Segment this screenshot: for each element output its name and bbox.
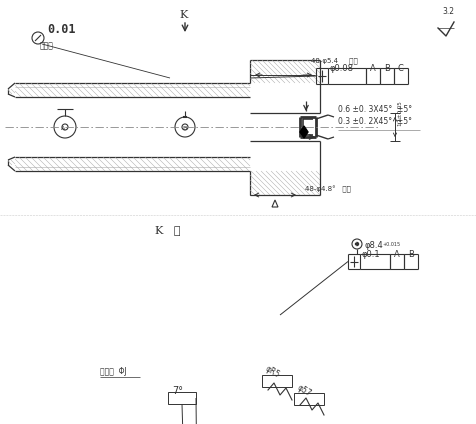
Text: 偏置孔  ΦJ: 偏置孔 ΦJ bbox=[100, 367, 127, 376]
Text: 7°: 7° bbox=[172, 386, 183, 396]
Text: B: B bbox=[182, 126, 186, 131]
Text: 0.6 ±0. 3X45°  ±5°: 0.6 ±0. 3X45° ±5° bbox=[337, 105, 411, 114]
Text: K   向: K 向 bbox=[155, 225, 180, 235]
Text: 3.2: 3.2 bbox=[441, 7, 453, 16]
Polygon shape bbox=[299, 126, 307, 138]
Text: C: C bbox=[352, 243, 356, 248]
Text: K: K bbox=[178, 10, 187, 20]
Text: φ57: φ57 bbox=[296, 383, 313, 398]
Text: A: A bbox=[369, 64, 375, 73]
Text: 加工量: 加工量 bbox=[40, 41, 54, 50]
Text: 1.2±0.05: 1.2±0.05 bbox=[396, 100, 401, 126]
Text: φ8.4: φ8.4 bbox=[364, 241, 383, 250]
Text: 0.3 ±0. 2X45°  ±5°: 0.3 ±0. 2X45° ±5° bbox=[337, 117, 411, 126]
Text: 48-φ4.8°   均布: 48-φ4.8° 均布 bbox=[304, 185, 350, 192]
Bar bbox=[293, 393, 323, 405]
Text: φR5: φR5 bbox=[263, 365, 281, 380]
Text: 0.01: 0.01 bbox=[47, 23, 75, 36]
Text: φ0.1: φ0.1 bbox=[361, 250, 380, 259]
Text: B: B bbox=[407, 250, 413, 259]
Text: 48-φ5.4     均布: 48-φ5.4 均布 bbox=[310, 57, 357, 64]
Bar bbox=[261, 375, 291, 387]
Text: +0.015: +0.015 bbox=[381, 242, 399, 247]
Text: A: A bbox=[393, 250, 399, 259]
Text: φ0.08: φ0.08 bbox=[329, 64, 353, 73]
Text: A: A bbox=[61, 126, 65, 131]
Bar bbox=[168, 392, 196, 404]
Text: B: B bbox=[383, 64, 389, 73]
Circle shape bbox=[355, 243, 358, 245]
Text: C: C bbox=[397, 64, 403, 73]
